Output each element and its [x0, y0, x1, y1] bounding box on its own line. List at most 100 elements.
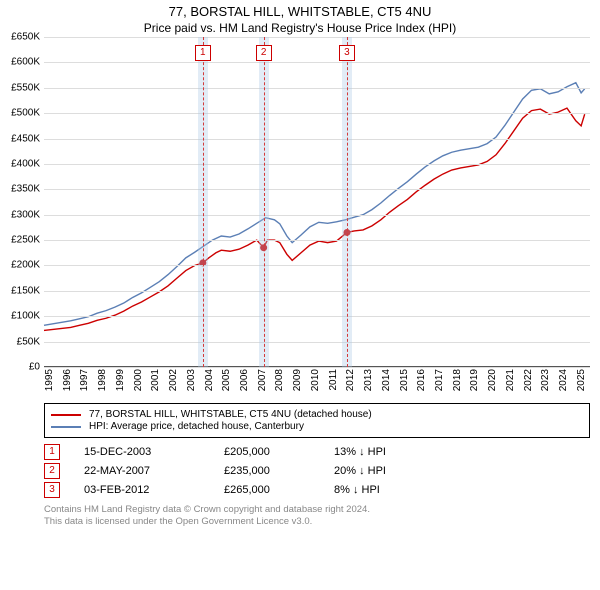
series-line	[44, 83, 585, 326]
plot-area: £0£50K£100K£150K£200K£250K£300K£350K£400…	[44, 37, 590, 367]
sales-row-date: 03-FEB-2012	[84, 484, 224, 496]
footnote-line2: This data is licensed under the Open Gov…	[44, 516, 590, 528]
x-tick-label: 2001	[150, 369, 161, 391]
legend-row: 77, BORSTAL HILL, WHITSTABLE, CT5 4NU (d…	[51, 409, 583, 420]
x-tick-label: 2021	[505, 369, 516, 391]
x-tick-label: 2002	[168, 369, 179, 391]
price-chart-container: 77, BORSTAL HILL, WHITSTABLE, CT5 4NU Pr…	[0, 0, 600, 529]
y-tick-label: £600K	[11, 57, 44, 68]
legend-label: HPI: Average price, detached house, Cant…	[89, 421, 304, 432]
y-tick-label: £250K	[11, 235, 44, 246]
y-tick-label: £200K	[11, 260, 44, 271]
sale-marker-box: 1	[195, 45, 211, 61]
gridline-h	[44, 215, 590, 216]
gridline-h	[44, 367, 590, 368]
y-tick-label: £450K	[11, 133, 44, 144]
x-tick-label: 2024	[558, 369, 569, 391]
x-tick-label: 2012	[345, 369, 356, 391]
x-tick-label: 2016	[416, 369, 427, 391]
sales-row: 1 15-DEC-2003£205,00013% ↓ HPI	[44, 444, 590, 460]
legend-swatch	[51, 426, 81, 428]
chart-subtitle: Price paid vs. HM Land Registry's House …	[0, 21, 600, 35]
y-tick-label: £550K	[11, 82, 44, 93]
gridline-h	[44, 37, 590, 38]
x-tick-label: 1996	[62, 369, 73, 391]
sales-row-date: 15-DEC-2003	[84, 446, 224, 458]
gridline-h	[44, 342, 590, 343]
gridline-h	[44, 164, 590, 165]
gridline-h	[44, 240, 590, 241]
x-tick-label: 2018	[452, 369, 463, 391]
y-tick-label: £0	[29, 362, 44, 373]
sales-row-price: £205,000	[224, 446, 334, 458]
y-tick-label: £50K	[17, 336, 44, 347]
x-tick-label: 2014	[381, 369, 392, 391]
x-tick-label: 2000	[133, 369, 144, 391]
y-tick-label: £400K	[11, 158, 44, 169]
sales-row: 2 22-MAY-2007£235,00020% ↓ HPI	[44, 463, 590, 479]
x-tick-label: 2011	[328, 369, 339, 391]
sales-row-price: £265,000	[224, 484, 334, 496]
x-tick-label: 1997	[79, 369, 90, 391]
x-tick-label: 1995	[44, 369, 55, 391]
gridline-h	[44, 265, 590, 266]
x-tick-label: 2003	[186, 369, 197, 391]
x-tick-label: 2010	[310, 369, 321, 391]
x-tick-label: 2009	[292, 369, 303, 391]
sales-row-diff: 20% ↓ HPI	[334, 465, 386, 477]
sale-marker-box: 3	[339, 45, 355, 61]
sale-marker-line	[203, 37, 204, 367]
x-tick-label: 2017	[434, 369, 445, 391]
y-tick-label: £500K	[11, 108, 44, 119]
gridline-h	[44, 113, 590, 114]
gridline-h	[44, 62, 590, 63]
x-tick-label: 1998	[97, 369, 108, 391]
x-tick-label: 2013	[363, 369, 374, 391]
x-tick-label: 2006	[239, 369, 250, 391]
x-tick-label: 2015	[399, 369, 410, 391]
x-tick-label: 2004	[204, 369, 215, 391]
x-tick-label: 2020	[487, 369, 498, 391]
y-tick-label: £350K	[11, 184, 44, 195]
sales-row-price: £235,000	[224, 465, 334, 477]
y-tick-label: £100K	[11, 311, 44, 322]
sales-row-diff: 13% ↓ HPI	[334, 446, 386, 458]
legend-row: HPI: Average price, detached house, Cant…	[51, 421, 583, 432]
line-chart-svg	[44, 37, 590, 367]
y-tick-label: £150K	[11, 285, 44, 296]
footnote: Contains HM Land Registry data © Crown c…	[44, 504, 590, 529]
footnote-line1: Contains HM Land Registry data © Crown c…	[44, 504, 590, 516]
plot-wrap: £0£50K£100K£150K£200K£250K£300K£350K£400…	[44, 37, 590, 397]
legend-box: 77, BORSTAL HILL, WHITSTABLE, CT5 4NU (d…	[44, 403, 590, 438]
sale-marker-box: 2	[256, 45, 272, 61]
legend-label: 77, BORSTAL HILL, WHITSTABLE, CT5 4NU (d…	[89, 409, 372, 420]
gridline-h	[44, 316, 590, 317]
gridline-h	[44, 291, 590, 292]
legend-swatch	[51, 414, 81, 416]
x-tick-label: 2019	[469, 369, 480, 391]
sale-marker-line	[264, 37, 265, 367]
sale-marker-line	[347, 37, 348, 367]
sales-table: 1 15-DEC-2003£205,00013% ↓ HPI 2 22-MAY-200…	[44, 444, 590, 498]
y-tick-label: £650K	[11, 32, 44, 43]
chart-title: 77, BORSTAL HILL, WHITSTABLE, CT5 4NU	[0, 4, 600, 19]
sales-row-marker: 1	[44, 444, 60, 460]
x-tick-label: 2022	[523, 369, 534, 391]
x-tick-label: 2005	[221, 369, 232, 391]
x-tick-label: 2007	[257, 369, 268, 391]
sales-row-marker: 2	[44, 463, 60, 479]
gridline-h	[44, 139, 590, 140]
sales-row-diff: 8% ↓ HPI	[334, 484, 380, 496]
title-block: 77, BORSTAL HILL, WHITSTABLE, CT5 4NU Pr…	[0, 0, 600, 37]
x-tick-label: 2008	[274, 369, 285, 391]
sales-row: 3 03-FEB-2012£265,0008% ↓ HPI	[44, 482, 590, 498]
y-tick-label: £300K	[11, 209, 44, 220]
gridline-h	[44, 88, 590, 89]
sales-row-marker: 3	[44, 482, 60, 498]
sales-row-date: 22-MAY-2007	[84, 465, 224, 477]
series-line	[44, 108, 585, 330]
x-tick-label: 1999	[115, 369, 126, 391]
x-tick-label: 2023	[540, 369, 551, 391]
gridline-h	[44, 189, 590, 190]
x-tick-label: 2025	[576, 369, 587, 391]
